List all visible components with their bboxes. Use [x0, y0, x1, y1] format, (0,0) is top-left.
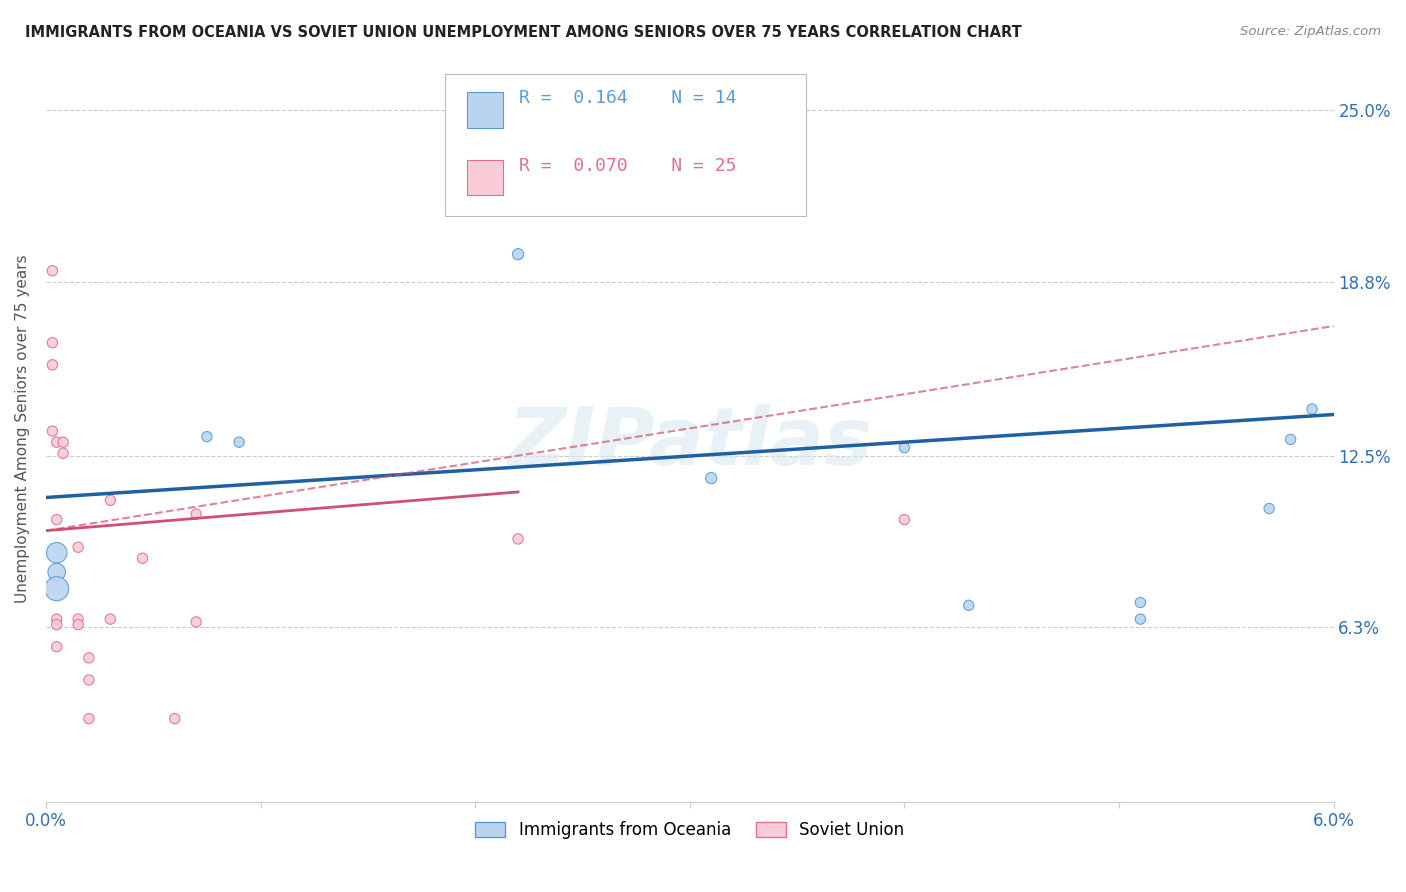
Text: IMMIGRANTS FROM OCEANIA VS SOVIET UNION UNEMPLOYMENT AMONG SENIORS OVER 75 YEARS: IMMIGRANTS FROM OCEANIA VS SOVIET UNION …	[25, 25, 1022, 40]
Point	[506, 532, 529, 546]
Point	[98, 493, 121, 508]
Point	[1258, 501, 1281, 516]
Point	[700, 471, 723, 485]
Point	[186, 507, 208, 521]
Point	[45, 435, 67, 450]
Point	[1129, 595, 1152, 609]
Point	[41, 264, 63, 278]
Point	[1129, 612, 1152, 626]
Text: R =  0.164    N = 14: R = 0.164 N = 14	[519, 89, 735, 107]
Point	[45, 512, 67, 526]
Point	[77, 673, 100, 687]
Point	[45, 565, 67, 579]
Legend: Immigrants from Oceania, Soviet Union: Immigrants from Oceania, Soviet Union	[468, 814, 911, 846]
Point	[45, 617, 67, 632]
FancyBboxPatch shape	[467, 93, 503, 128]
Point	[893, 512, 915, 526]
Point	[67, 617, 90, 632]
Point	[1279, 433, 1302, 447]
Point	[1301, 402, 1323, 417]
Point	[957, 599, 980, 613]
Text: R =  0.070    N = 25: R = 0.070 N = 25	[519, 157, 735, 175]
Text: ZIPatlas: ZIPatlas	[508, 404, 872, 483]
Point	[506, 247, 529, 261]
Point	[186, 615, 208, 629]
Point	[52, 446, 75, 460]
Point	[163, 712, 186, 726]
Point	[77, 650, 100, 665]
Point	[52, 435, 75, 450]
Point	[67, 540, 90, 554]
Y-axis label: Unemployment Among Seniors over 75 years: Unemployment Among Seniors over 75 years	[15, 254, 30, 603]
Point	[41, 335, 63, 350]
Text: Source: ZipAtlas.com: Source: ZipAtlas.com	[1240, 25, 1381, 38]
Point	[67, 612, 90, 626]
Point	[45, 612, 67, 626]
Point	[893, 441, 915, 455]
FancyBboxPatch shape	[446, 74, 806, 216]
Point	[45, 640, 67, 654]
Point	[131, 551, 153, 566]
Point	[228, 435, 250, 450]
Point	[195, 430, 218, 444]
Point	[41, 358, 63, 372]
FancyBboxPatch shape	[467, 160, 503, 195]
Point	[41, 424, 63, 438]
Point	[98, 612, 121, 626]
Point	[77, 712, 100, 726]
Point	[45, 546, 67, 560]
Point	[45, 582, 67, 596]
